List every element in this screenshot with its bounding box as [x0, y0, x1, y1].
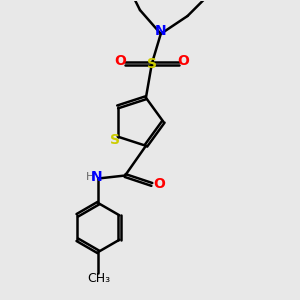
Text: O: O — [153, 177, 165, 191]
Text: O: O — [177, 54, 189, 68]
Text: H: H — [86, 172, 94, 182]
Text: CH₃: CH₃ — [87, 272, 110, 285]
Text: S: S — [147, 57, 157, 70]
Text: N: N — [155, 24, 166, 38]
Text: O: O — [115, 54, 127, 68]
Text: S: S — [110, 133, 120, 147]
Text: N: N — [91, 170, 103, 184]
